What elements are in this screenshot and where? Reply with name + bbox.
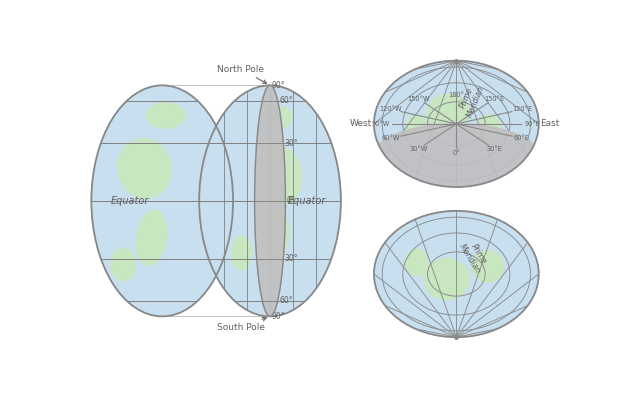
Text: Equator: Equator <box>111 196 149 206</box>
Text: Prime
Meridian: Prime Meridian <box>456 81 486 119</box>
Text: 60°E: 60°E <box>514 135 530 141</box>
Text: 120°E: 120°E <box>512 106 532 112</box>
Ellipse shape <box>199 85 341 316</box>
Ellipse shape <box>374 124 539 187</box>
Ellipse shape <box>146 103 185 128</box>
Ellipse shape <box>427 94 469 131</box>
Ellipse shape <box>374 211 539 337</box>
Text: Equator: Equator <box>288 196 326 206</box>
Ellipse shape <box>111 248 136 281</box>
Ellipse shape <box>374 61 539 187</box>
Text: 150°W: 150°W <box>407 96 430 102</box>
Text: 0°: 0° <box>453 150 460 156</box>
Ellipse shape <box>91 85 233 316</box>
Ellipse shape <box>262 209 289 258</box>
Ellipse shape <box>232 235 252 270</box>
Text: 150°E: 150°E <box>484 96 504 102</box>
Ellipse shape <box>118 139 171 198</box>
Ellipse shape <box>477 115 502 143</box>
Ellipse shape <box>136 210 167 265</box>
Text: North Pole: North Pole <box>217 64 267 83</box>
Text: 30°E: 30°E <box>486 146 502 152</box>
Text: West: West <box>350 119 373 128</box>
Text: 30°: 30° <box>285 254 298 263</box>
Ellipse shape <box>405 249 428 276</box>
Text: 90°E: 90°E <box>525 121 540 127</box>
Text: Prime
Meridian: Prime Meridian <box>458 237 492 276</box>
Ellipse shape <box>407 115 427 139</box>
Text: 180°: 180° <box>448 92 464 98</box>
Text: 30°W: 30°W <box>409 146 428 152</box>
Text: 60°: 60° <box>279 96 293 105</box>
Ellipse shape <box>262 106 292 129</box>
Text: 120°W: 120°W <box>379 106 402 112</box>
Text: 30°: 30° <box>285 139 298 148</box>
Text: 60°W: 60°W <box>381 135 400 141</box>
Ellipse shape <box>424 258 469 300</box>
Text: 0°: 0° <box>287 197 296 205</box>
Ellipse shape <box>472 251 503 282</box>
Ellipse shape <box>255 85 285 316</box>
Text: 90°: 90° <box>272 81 285 90</box>
Text: 60°: 60° <box>279 297 293 305</box>
Text: East: East <box>540 119 560 128</box>
Text: 90°: 90° <box>272 312 285 321</box>
Text: 90°W: 90°W <box>371 121 390 127</box>
Ellipse shape <box>255 146 302 205</box>
Text: South Pole: South Pole <box>217 318 266 332</box>
